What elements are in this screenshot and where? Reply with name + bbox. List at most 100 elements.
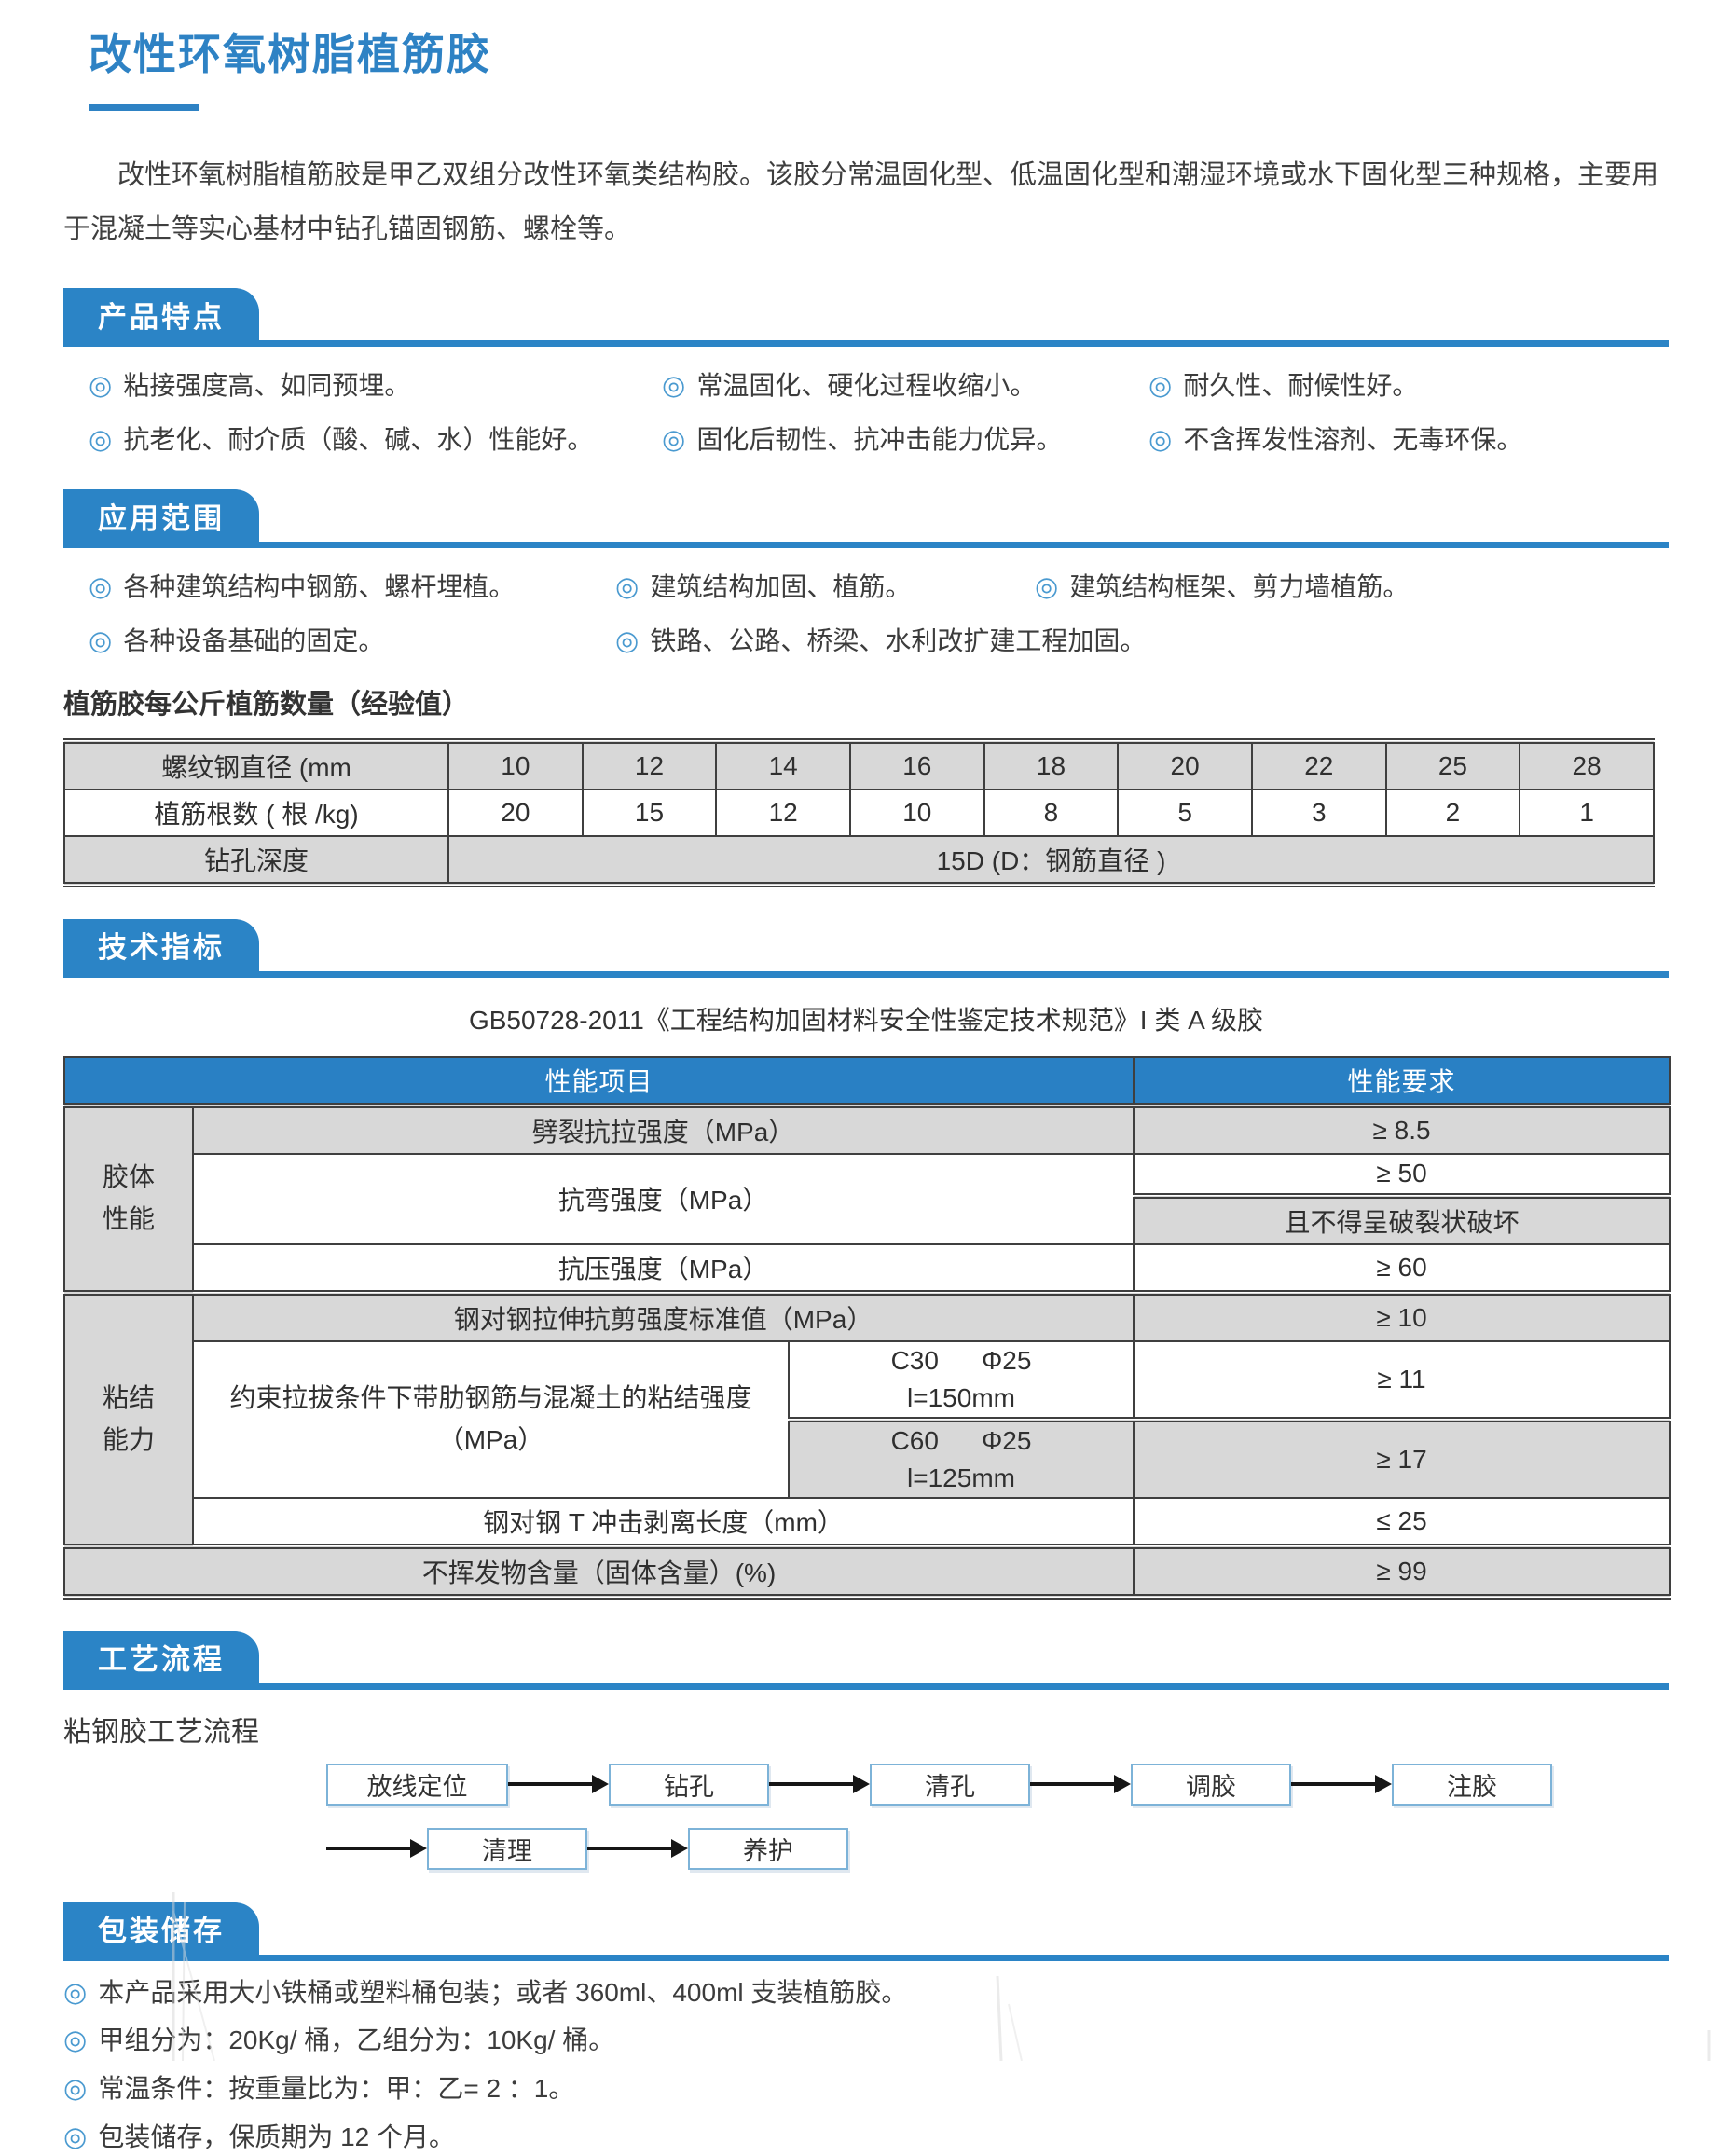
table-row-header: 性能项目 性能要求 <box>62 1055 1671 1106</box>
rebar-diameter-value: 14 <box>715 739 851 790</box>
section-header-process: 工艺流程 <box>63 1630 1669 1690</box>
bond-c60-req: ≥ 17 <box>1133 1416 1671 1499</box>
drill-depth-label: 钻孔深度 <box>63 834 449 886</box>
table-row-flexural-b: 且不得呈破裂状破坏 <box>64 1192 1671 1245</box>
bond-c30-grade: C30 <box>890 1345 939 1375</box>
table-row-compressive: 抗压强度（MPa） ≥ 60 <box>64 1243 1671 1294</box>
rebar-count-value: 2 <box>1384 788 1521 837</box>
section-title-tech: 技术指标 <box>98 931 225 965</box>
tech-spec-table: 性能项目 性能要求 胶体性能 劈裂抗拉强度（MPa） ≥ 8.5 抗弯强度（MP… <box>62 1055 1671 1600</box>
flow-arrow-icon <box>769 1775 870 1794</box>
flow-arrow-icon <box>326 1839 427 1859</box>
flow-step-mix-glue: 调胶 <box>1131 1763 1291 1806</box>
ring-bullet-icon: ◎ <box>89 626 113 657</box>
bond-c30-diameter: Φ25 <box>981 1345 1032 1375</box>
feature-text: 不含挥发性溶剂、无毒环保。 <box>1183 424 1523 454</box>
rebar-table-caption: 植筋胶每公斤植筋数量（经验值） <box>63 689 470 720</box>
rebar-count-value: 12 <box>715 788 851 837</box>
table-row-bond-c30: 约束拉拔条件下带肋钢筋与混凝土的粘结强度 （MPa） C30 Φ25 l=150… <box>64 1339 1671 1499</box>
rebar-diameter-value: 12 <box>581 739 718 790</box>
tech-col-req-header: 性能要求 <box>1133 1055 1671 1106</box>
group-cell-glue-performance: 胶体性能 <box>63 1102 194 1294</box>
application-text: 建筑结构加固、植筋。 <box>650 572 912 602</box>
application-item: ◎ 建筑结构框架、剪力墙植筋。 <box>1035 570 1669 606</box>
flow-arrow-icon <box>1291 1775 1392 1794</box>
flexural-req-2: 且不得呈破裂状破坏 <box>1133 1192 1671 1245</box>
flexural-req-1: ≥ 50 <box>1133 1152 1671 1197</box>
packaging-text: 本产品采用大小铁桶或塑料桶包装；或者 360ml、400ml 支装植筋胶。 <box>98 1977 908 2007</box>
rebar-count-value: 8 <box>983 788 1120 837</box>
bond-c60-diameter: Φ25 <box>981 1425 1032 1455</box>
feature-item: ◎ 不含挥发性溶剂、无毒环保。 <box>1148 423 1669 459</box>
section-badge-packaging: 包装储存 <box>63 1902 259 1955</box>
flow-step-layout: 放线定位 <box>326 1763 508 1806</box>
rebar-diameter-value: 18 <box>983 739 1120 790</box>
bond-c30-req: ≥ 11 <box>1133 1339 1671 1421</box>
title-underline <box>89 104 199 111</box>
bond-strength-label-line1: 约束拉拔条件下带肋钢筋与混凝土的粘结强度 <box>229 1382 752 1412</box>
section-header-tech: 技术指标 <box>63 918 1669 978</box>
process-flow-row-1: 放线定位 钻孔 清孔 调胶 注胶 <box>326 1763 1669 1806</box>
bond-c30-spec: C30 Φ25 l=150mm <box>787 1339 1135 1421</box>
section-badge-process: 工艺流程 <box>63 1630 259 1683</box>
application-text: 各种建筑结构中钢筋、螺杆埋植。 <box>123 572 516 602</box>
flexural-label: 抗弯强度（MPa） <box>191 1152 1135 1245</box>
bond-strength-label: 约束拉拔条件下带肋钢筋与混凝土的粘结强度 （MPa） <box>192 1339 790 1499</box>
section-title-features: 产品特点 <box>98 300 225 334</box>
application-item: ◎ 各种建筑结构中钢筋、螺杆埋植。 <box>89 570 615 606</box>
flow-step-cleanup: 清理 <box>427 1827 587 1870</box>
table-row-nonvolatile: 不挥发物含量（固体含量）(%) ≥ 99 <box>62 1543 1671 1598</box>
section-badge-features: 产品特点 <box>63 288 259 340</box>
intro-paragraph: 改性环氧树脂植筋胶是甲乙双组分改性环氧类结构胶。该胶分常温固化型、低温固化型和潮… <box>63 160 1659 244</box>
section-badge-tech: 技术指标 <box>63 918 259 971</box>
section-title-process: 工艺流程 <box>98 1643 225 1677</box>
section-title-applications: 应用范围 <box>98 501 225 535</box>
page-title: 改性环氧树脂植筋胶 <box>89 30 491 78</box>
flow-step-drill: 钻孔 <box>609 1763 769 1806</box>
feature-text: 常温固化、硬化过程收缩小。 <box>696 371 1037 400</box>
ring-bullet-icon: ◎ <box>89 371 113 401</box>
section-header-applications: 应用范围 <box>63 489 1669 549</box>
split-tensile-req: ≥ 8.5 <box>1133 1102 1671 1155</box>
packaging-item: ◎ 本产品采用大小铁桶或塑料桶包装；或者 360ml、400ml 支装植筋胶。 <box>63 1976 1669 2012</box>
table-row-peel: 钢对钢 T 冲击剥离长度（mm） ≤ 25 <box>64 1496 1671 1547</box>
table-row-split-tensile: 胶体性能 劈裂抗拉强度（MPa） ≥ 8.5 <box>63 1102 1671 1294</box>
section-badge-applications: 应用范围 <box>63 489 259 542</box>
rebar-count-value: 15 <box>581 788 718 837</box>
feature-item: ◎ 固化后韧性、抗冲击能力优异。 <box>662 423 1148 459</box>
group-cell-bond-capacity: 粘结能力 <box>63 1289 194 1547</box>
ring-bullet-icon: ◎ <box>615 626 640 657</box>
packaging-item: ◎ 常温条件：按重量比为：甲：乙= 2 ：1。 <box>63 2072 1669 2108</box>
table-row-diameter: 螺纹钢直径 (mm 10 12 14 16 18 20 22 25 28 <box>63 739 1655 790</box>
datasheet-page: { "bullet_char": "◎", "colors": { "accen… <box>62 30 1711 2152</box>
compressive-label: 抗压强度（MPa） <box>191 1243 1135 1294</box>
rebar-count-value: 20 <box>447 788 584 837</box>
feature-item: ◎ 耐久性、耐候性好。 <box>1148 369 1669 405</box>
peel-req: ≤ 25 <box>1133 1496 1671 1547</box>
process-flow-row-2: 清理 养护 <box>326 1827 1669 1871</box>
feature-item: ◎ 粘接强度高、如同预埋。 <box>89 369 662 405</box>
nonvolatile-label: 不挥发物含量（固体含量）(%) <box>62 1543 1135 1598</box>
table-row-bond-c60: C60 Φ25 l=125mm ≥ 17 <box>64 1416 1671 1499</box>
rebar-diameter-label: 螺纹钢直径 (mm <box>63 739 449 790</box>
bond-c60-grade: C60 <box>890 1425 939 1455</box>
table-row-count: 植筋根数 ( 根 /kg) 20 15 12 10 8 5 3 2 1 <box>63 788 1655 837</box>
rebar-diameter-value: 20 <box>1117 739 1253 790</box>
packaging-text: 包装储存，保质期为 12 个月。 <box>98 2122 456 2151</box>
features-list: ◎ 粘接强度高、如同预埋。 ◎ 常温固化、硬化过程收缩小。 ◎ 耐久性、耐候性好。 ◎… <box>89 369 1669 458</box>
table-row-shear: 粘结能力 钢对钢拉伸抗剪强度标准值（MPa） ≥ 10 <box>63 1289 1671 1547</box>
bond-c60-spec: C60 Φ25 l=125mm <box>787 1416 1135 1499</box>
section-title-packaging: 包装储存 <box>98 1915 225 1948</box>
feature-text: 固化后韧性、抗冲击能力优异。 <box>696 424 1063 454</box>
packaging-list: ◎ 本产品采用大小铁桶或塑料桶包装；或者 360ml、400ml 支装植筋胶。 ◎… <box>63 1976 1669 2156</box>
rebar-count-table: 螺纹钢直径 (mm 10 12 14 16 18 20 22 25 28 植筋根… <box>63 737 1655 887</box>
ring-bullet-icon: ◎ <box>662 371 686 401</box>
packaging-text: 常温条件：按重量比为：甲：乙= 2 ：1。 <box>98 2074 575 2104</box>
flow-arrow-icon <box>508 1775 609 1794</box>
ring-bullet-icon: ◎ <box>63 2074 88 2105</box>
flow-arrow-icon <box>587 1839 688 1859</box>
application-text: 铁路、公路、桥梁、水利改扩建工程加固。 <box>650 626 1147 656</box>
ring-bullet-icon: ◎ <box>662 424 686 455</box>
shear-req: ≥ 10 <box>1133 1289 1671 1342</box>
flow-step-inject-glue: 注胶 <box>1392 1763 1552 1806</box>
